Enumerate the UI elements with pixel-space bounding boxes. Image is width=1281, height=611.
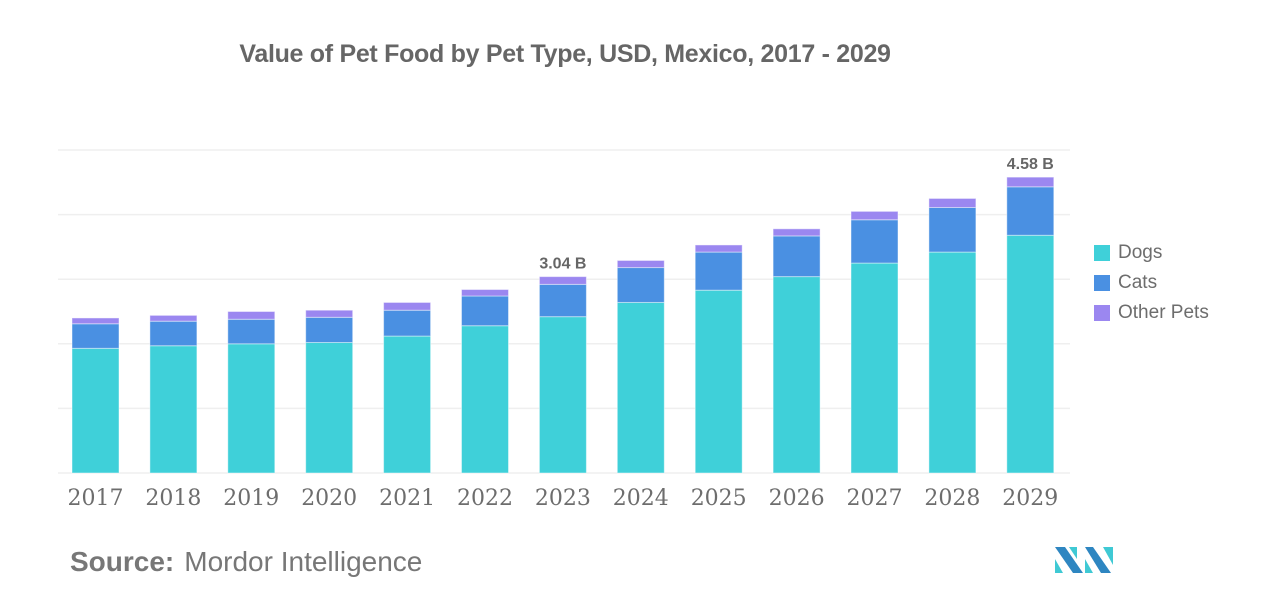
x-axis-tick-labels: 2017 2018 2019 2020 2021 2022 2023 2024 2025 2026… [68,486,1059,511]
annotations: 3.04 B 4.58 B [539,156,1054,272]
bar-dogs-2026 [772,276,821,474]
x-tick-label-2021: 2021 [379,486,435,511]
x-tick-label-2027: 2027 [847,486,903,511]
bar-cats-2023 [538,283,587,318]
bar-dogs-2027 [850,262,899,474]
legend-item-dogs: Dogs [1094,238,1209,268]
source-label: Source: [70,546,175,577]
bar-dogs-2018 [149,345,198,474]
x-tick-label-2025: 2025 [691,486,747,511]
chart-title: Value of Pet Food by Pet Type, USD, Mexi… [239,40,891,68]
bar-stack-2017 [71,317,120,474]
bar-cats-2028 [928,206,977,253]
bar-stack-2026 [772,228,821,474]
data-label-2029: 4.58 B [1007,156,1054,173]
x-tick-label-2023: 2023 [535,486,591,511]
legend-item-cats: Cats [1094,268,1209,298]
bar-stack-2023 [538,276,587,474]
legend-label-dogs: Dogs [1118,242,1163,263]
bar-dogs-2021 [383,335,432,474]
bar-dogs-2017 [71,347,120,474]
bar-stack-2027 [850,210,899,474]
bar-cats-2017 [71,323,120,349]
bar-cats-2018 [149,320,198,347]
source-note: Source: Mordor Intelligence [70,546,422,578]
bar-dogs-2028 [928,251,977,474]
bar-cats-2021 [383,309,432,337]
bar-cats-2025 [694,251,743,291]
bar-cats-2022 [461,295,509,327]
bar-cats-2020 [305,316,354,344]
bar-stack-2018 [149,314,198,474]
data-label-2023: 3.04 B [539,256,586,273]
bar-cats-2019 [227,318,276,345]
x-tick-label-2022: 2022 [457,486,513,511]
bar-dogs-2029 [1006,234,1055,474]
mordor-intelligence-logo [1055,547,1113,573]
bar-other-pets-2024 [616,259,665,269]
bar-stack-2020 [305,309,354,474]
bar-other-pets-2020 [305,309,354,318]
legend-item-other-pets: Other Pets [1094,298,1209,328]
bar-cats-2029 [1006,186,1055,236]
bar-stack-2025 [694,244,743,474]
bar-dogs-2022 [461,325,509,474]
x-tick-label-2019: 2019 [223,486,279,511]
bar-dogs-2023 [538,316,587,474]
x-tick-label-2028: 2028 [924,486,980,511]
bar-other-pets-2026 [772,228,821,237]
bar-other-pets-2028 [928,197,977,208]
bar-other-pets-2023 [538,276,587,285]
bar-dogs-2025 [694,289,743,474]
bar-stack-2024 [616,259,665,474]
bar-stack-2028 [928,197,977,474]
legend-label-cats: Cats [1118,272,1158,293]
bar-cats-2027 [850,219,899,264]
x-tick-label-2020: 2020 [301,486,357,511]
source-value: Mordor Intelligence [184,546,423,577]
bar-cats-2024 [616,267,665,303]
bar-dogs-2019 [227,343,276,474]
legend-swatch-dogs [1094,245,1110,261]
bar-dogs-2024 [616,301,665,474]
bar-other-pets-2029 [1006,176,1055,188]
legend-swatch-cats [1094,275,1110,291]
x-tick-label-2018: 2018 [145,486,201,511]
bars [71,176,1055,474]
legend: Dogs Cats Other Pets [1094,238,1209,328]
bar-other-pets-2021 [383,301,432,311]
bar-stack-2022 [461,289,509,474]
legend-swatch-other-pets [1094,305,1110,321]
x-tick-label-2029: 2029 [1002,486,1058,511]
bar-stack-2021 [383,301,432,474]
bar-other-pets-2025 [694,244,743,253]
bar-other-pets-2027 [850,210,899,221]
bar-stack-2029 [1006,176,1055,474]
bar-other-pets-2019 [227,311,276,320]
bar-other-pets-2018 [149,314,198,322]
bar-other-pets-2017 [71,317,120,325]
bar-stack-2019 [227,311,276,474]
bar-other-pets-2022 [461,289,509,297]
x-tick-label-2024: 2024 [613,486,669,511]
x-tick-label-2017: 2017 [68,486,124,511]
bar-dogs-2020 [305,342,354,474]
bar-cats-2026 [772,235,821,278]
legend-label-other-pets: Other Pets [1118,302,1209,323]
x-tick-label-2026: 2026 [769,486,825,511]
